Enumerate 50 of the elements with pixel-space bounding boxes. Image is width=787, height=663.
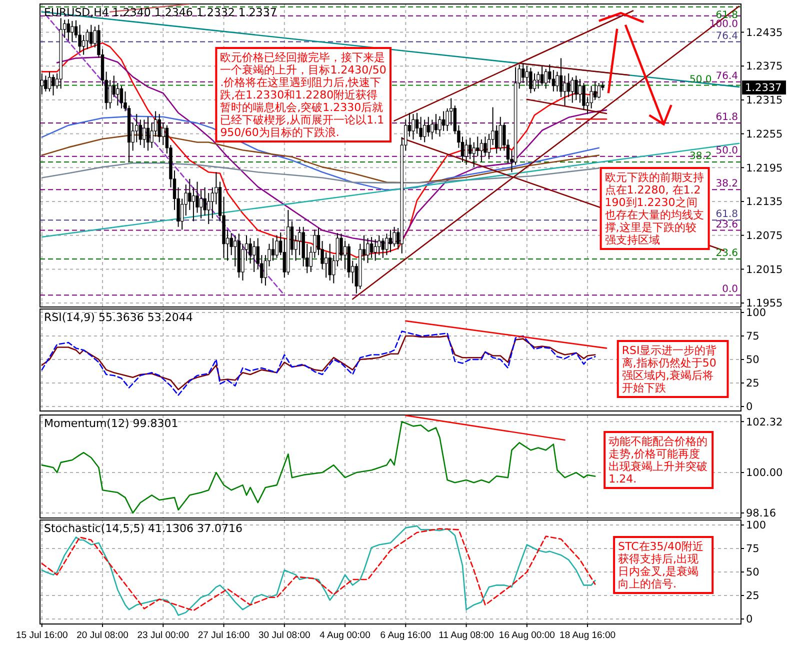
y-tick-label: 1.2015 — [746, 264, 783, 276]
annotation: 61.8 — [716, 112, 738, 124]
y-tick-label: 25 — [746, 590, 760, 602]
y-tick-label: 0 — [746, 614, 753, 626]
y-tick-label: 75 — [746, 543, 760, 556]
chart-title: Momentum(12) 99.8301 — [44, 417, 178, 430]
y-tick-label: 100 — [746, 520, 766, 532]
x-tick-label: 27 Jul 16:00 — [198, 630, 250, 641]
y-tick-label: 0 — [746, 401, 753, 414]
annotation: 76.4 — [716, 30, 738, 42]
annotation: 动能不能配合价格的走势,价格可能再度出现衰竭上升并突破1.24. — [608, 435, 708, 486]
annotation: STC在35/40附近获得支持后,出现日内金叉,是衰竭向上的信号. — [618, 540, 704, 590]
y-tick-label: 25 — [746, 378, 760, 390]
annotation: 76.4 — [716, 70, 738, 82]
x-tick-label: 30 Jul 08:00 — [258, 630, 310, 641]
y-tick-label: 100.00 — [746, 467, 783, 480]
annotation: 欧元价格已经回撤完毕，接下来是一个衰竭的上升，目标1.2430/50.价格将在这里遇到阻力后,快速下跌,在1.2330和1.2280附近获得暂时的喘息机会,突破1.2330后就已经下破楔形,从而展开一论以1.1950/60为目标的下跌浪. — [220, 51, 386, 139]
y-tick-label: 102.32 — [746, 416, 783, 428]
annotation: 23.6 — [716, 248, 738, 260]
y-tick-label: 98.16 — [746, 508, 776, 520]
y-tick-label: 1.2315 — [746, 94, 783, 107]
x-tick-label: 16 Aug 00:00 — [498, 630, 555, 641]
annotation: 欧元下跌的前期支持点在1.2280, 在1.2190到1.2230之间也存在大量的均线支撑,这里是下跌的较强支持区域 — [604, 171, 704, 246]
annotation: 61.8 — [716, 209, 738, 220]
chart-title: EURUSD,H4 1.2340 1.2346 1.2332 1.2337 — [44, 6, 277, 19]
chart-title: RSI(14,9) 55.3636 53.2044 — [44, 311, 193, 324]
y-tick-label: 1.2435 — [746, 26, 783, 39]
x-tick-label: 20 Jul 08:00 — [76, 630, 128, 641]
y-tick-label: 1.2075 — [746, 230, 783, 242]
annotation: 50.0 — [716, 145, 738, 156]
annotation: 1.2337 — [745, 82, 782, 94]
y-tick-label: 50 — [746, 354, 760, 366]
x-tick-label: 6 Aug 16:00 — [380, 630, 432, 641]
chart-title: Stochastic(14,5,5) 41.1306 37.0716 — [44, 522, 242, 535]
y-tick-label: 100 — [746, 307, 766, 320]
y-tick-label: 1.2255 — [746, 128, 783, 140]
y-tick-label: 50 — [746, 566, 760, 579]
y-tick-label: 1.2135 — [746, 196, 783, 208]
x-tick-label: 23 Jul 00:00 — [137, 630, 190, 641]
y-tick-label: 1.2195 — [746, 162, 783, 174]
x-tick-label: 18 Aug 16:00 — [560, 630, 616, 641]
x-tick-label: 4 Aug 00:00 — [320, 630, 370, 641]
x-tick-label: 15 Jul 16:00 — [16, 630, 68, 641]
y-tick-label: 1.2375 — [746, 60, 783, 73]
x-tick-label: 11 Aug 08:00 — [438, 630, 494, 641]
annotation: 38.2 — [716, 178, 738, 190]
y-tick-label: 75 — [746, 330, 760, 343]
annotation: 0.0 — [722, 284, 738, 296]
annotation: 23.6 — [716, 219, 738, 230]
annotation: RSI显示进一步的背离,指标仍然处于50强区域内,衰竭后将开始下跌 — [622, 344, 717, 394]
